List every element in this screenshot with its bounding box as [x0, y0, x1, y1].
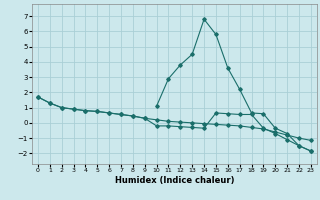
X-axis label: Humidex (Indice chaleur): Humidex (Indice chaleur)	[115, 176, 234, 185]
